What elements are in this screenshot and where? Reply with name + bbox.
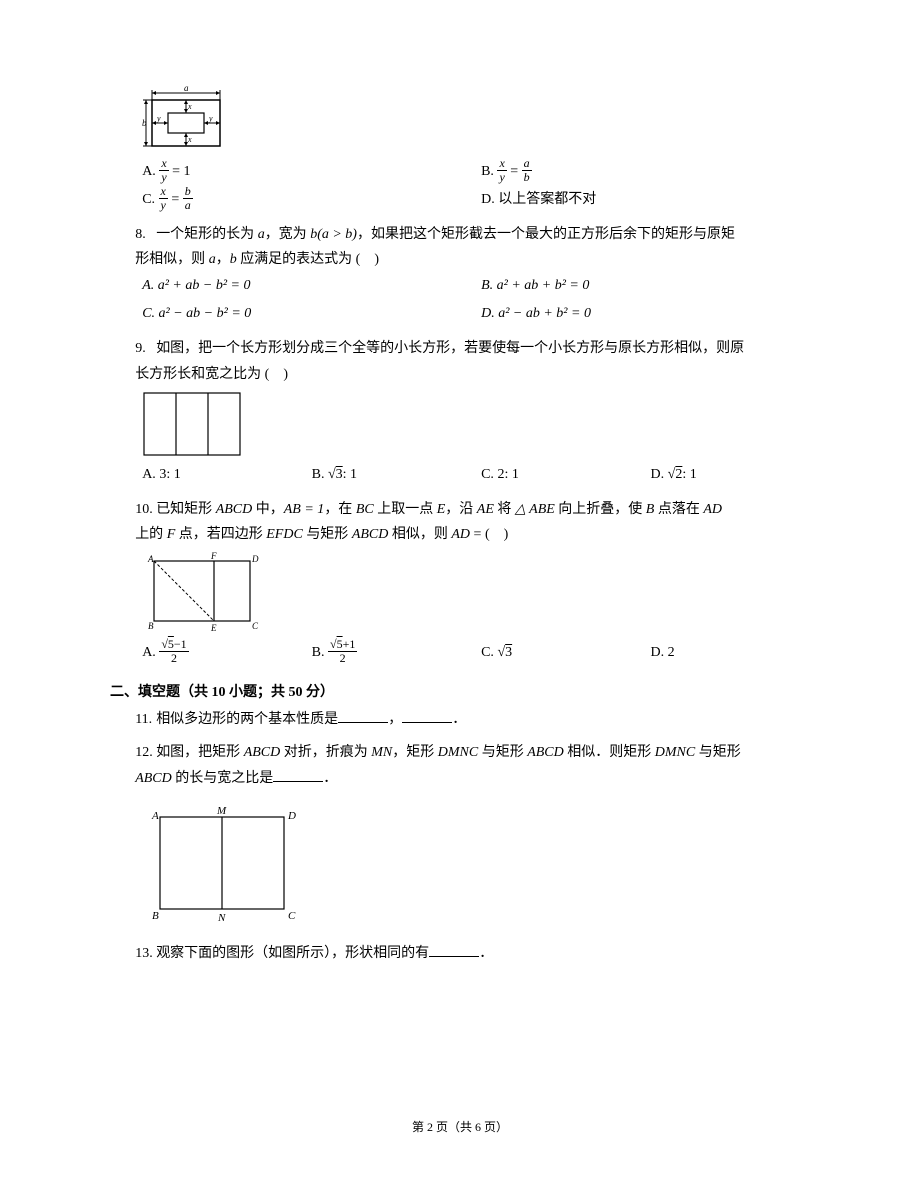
q10-stem-line1: 已知矩形 ABCD 中，AB = 1，在 BC 上取一点 E，沿 AE 将 △ … (156, 497, 722, 522)
svg-text:B: B (148, 621, 154, 631)
q7-figure: a b x x y y (110, 84, 820, 154)
blank (273, 768, 323, 782)
svg-text:y: y (208, 114, 213, 123)
q9-option-c: C. 2: 1 (481, 461, 650, 489)
q9-stem-line1: 如图，把一个长方形划分成三个全等的小长方形，若要使每一个小长方形与原长方形相似，… (156, 336, 744, 361)
q10-stem-line2: 上的 F 点，若四边形 EFDC 与矩形 ABCD 相似，则 AD = ( ) (110, 522, 820, 547)
svg-text:M: M (216, 805, 227, 817)
q10-number: 10. (135, 497, 156, 522)
svg-text:C: C (252, 621, 259, 631)
question-13: 13. 观察下面的图形（如图所示），形状相同的有． (110, 941, 820, 966)
svg-text:N: N (217, 912, 226, 924)
page-footer: 第 2 页（共 6 页） (0, 1118, 920, 1135)
q7-option-c: C. xy = ba (142, 186, 481, 214)
q9-options: A. 3: 1 B. √3: 1 C. 2: 1 D. √2: 1 (110, 461, 820, 489)
q13-number: 13. (135, 941, 156, 966)
q10-option-c: C. √3 (481, 639, 650, 667)
svg-text:a: a (184, 84, 189, 93)
q12-stem-line2: ABCD 的长与宽之比是． (110, 766, 820, 791)
svg-text:D: D (251, 554, 259, 564)
svg-text:b: b (142, 118, 147, 128)
svg-text:C: C (288, 910, 296, 922)
q9-stem-line2: 长方形长和宽之比为 ( ) (110, 362, 820, 387)
q7-option-d: D. 以上答案都不对 (481, 186, 820, 214)
q10-options: A. √5−1 2 B. √5+1 2 C. √3 D. 2 (110, 639, 820, 667)
svg-text:B: B (152, 910, 159, 922)
svg-text:A: A (151, 810, 159, 822)
q8-option-a: A. a² + ab − b² = 0 (142, 272, 481, 300)
svg-text:A: A (147, 554, 154, 564)
q11-number: 11. (135, 707, 156, 732)
blank (338, 709, 388, 723)
svg-text:D: D (287, 810, 296, 822)
question-10: 10. 已知矩形 ABCD 中，AB = 1，在 BC 上取一点 E，沿 AE … (110, 497, 820, 667)
question-11: 11. 相似多边形的两个基本性质是，． (110, 707, 820, 732)
q11-stem: 相似多边形的两个基本性质是，． (156, 707, 466, 732)
opt-label: A. (142, 164, 156, 179)
q10-figure: A F D B E C (110, 551, 820, 635)
q12-stem-line1: 如图，把矩形 ABCD 对折，折痕为 MN，矩形 DMNC 与矩形 ABCD 相… (156, 740, 741, 765)
q9-number: 9. (135, 336, 156, 361)
q8-option-b: B. a² + ab + b² = 0 (481, 272, 820, 300)
q8-number: 8. (135, 222, 156, 247)
q9-option-d: D. √2: 1 (651, 461, 820, 489)
svg-text:E: E (210, 623, 217, 633)
section-2-title: 二、填空题（共 10 小题；共 50 分） (110, 681, 820, 701)
q12-number: 12. (135, 740, 156, 765)
question-7: a b x x y y (110, 84, 820, 214)
question-9: 9. 如图，把一个长方形划分成三个全等的小长方形，若要使每一个小长方形与原长方形… (110, 336, 820, 488)
blank (402, 709, 452, 723)
q8-stem-line1: 一个矩形的长为 a，宽为 b(a > b)，如果把这个矩形截去一个最大的正方形后… (156, 222, 735, 247)
q8-option-c: C. a² − ab − b² = 0 (142, 300, 481, 328)
q10-option-d: D. 2 (651, 639, 820, 667)
q12-figure: A M D B N C (110, 803, 820, 933)
q7-option-a: A. xy = 1 (142, 158, 481, 186)
opt-label: B. (481, 164, 494, 179)
q9-option-a: A. 3: 1 (142, 461, 311, 489)
q10-option-a: A. √5−1 2 (142, 639, 311, 667)
opt-label: D. 以上答案都不对 (481, 192, 596, 207)
q9-figure (110, 391, 820, 457)
q10-option-b: B. √5+1 2 (312, 639, 481, 667)
svg-text:x: x (187, 135, 192, 144)
opt-label: C. (142, 192, 155, 207)
svg-text:F: F (210, 551, 217, 561)
q8-stem-line2: 形相似，则 a，b 应满足的表达式为 ( ) (110, 247, 820, 272)
blank (429, 943, 479, 957)
question-12: 12. 如图，把矩形 ABCD 对折，折痕为 MN，矩形 DMNC 与矩形 AB… (110, 740, 820, 932)
q7-option-b: B. xy = ab (481, 158, 820, 186)
svg-text:x: x (187, 102, 192, 111)
q8-options: A. a² + ab − b² = 0 B. a² + ab + b² = 0 … (110, 272, 820, 328)
svg-text:y: y (156, 114, 161, 123)
q8-option-d: D. a² − ab + b² = 0 (481, 300, 820, 328)
question-8: 8. 一个矩形的长为 a，宽为 b(a > b)，如果把这个矩形截去一个最大的正… (110, 222, 820, 328)
q13-stem: 观察下面的图形（如图所示），形状相同的有． (156, 941, 493, 966)
q9-option-b: B. √3: 1 (312, 461, 481, 489)
q7-options: A. xy = 1 B. xy = ab C. xy = ba D. 以上答案都… (110, 158, 820, 214)
